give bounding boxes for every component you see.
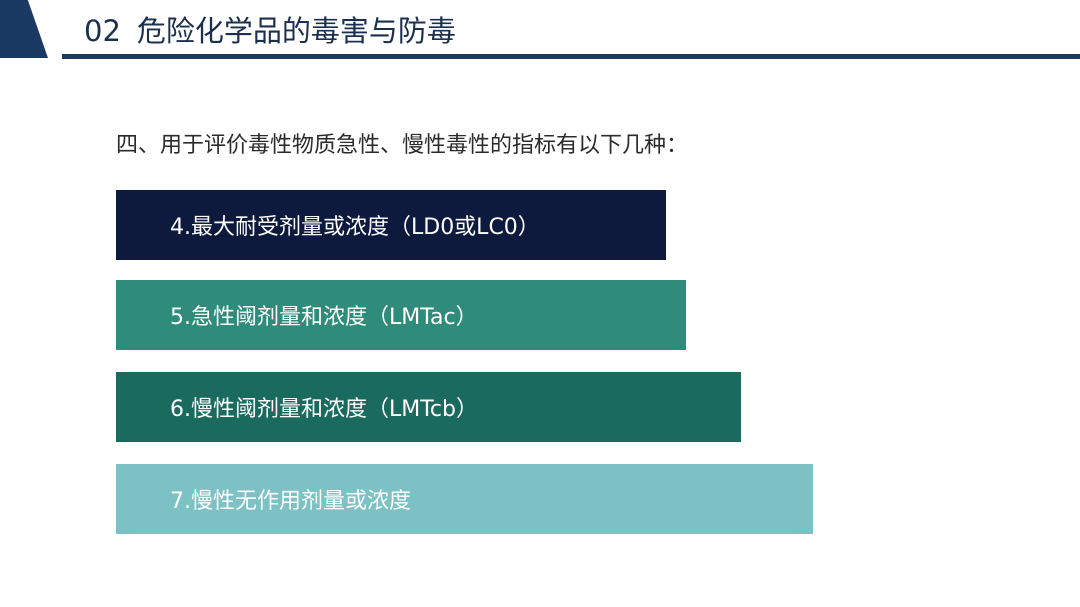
section-number: 02 [84,14,121,48]
page-title: 02 危险化学品的毒害与防毒 [84,10,456,52]
subtitle: 四、用于评价毒性物质急性、慢性毒性的指标有以下几种： [116,133,689,158]
indicator-label: 6.慢性阈剂量和浓度（LMTcb） [170,397,478,422]
indicator-label: 4.最大耐受剂量或浓度（LD0或LC0） [170,215,540,240]
corner-accent-shape [0,0,48,58]
header-divider [62,54,1080,59]
indicator-bar-5: 5.急性阈剂量和浓度（LMTac） [116,280,686,350]
indicator-label: 7.慢性无作用剂量或浓度 [170,489,411,514]
section-title: 危险化学品的毒害与防毒 [136,14,456,48]
indicator-bar-4: 4.最大耐受剂量或浓度（LD0或LC0） [116,190,666,260]
indicator-label: 5.急性阈剂量和浓度（LMTac） [170,305,478,330]
indicator-bar-6: 6.慢性阈剂量和浓度（LMTcb） [116,372,741,442]
indicator-bar-7: 7.慢性无作用剂量或浓度 [116,464,813,534]
